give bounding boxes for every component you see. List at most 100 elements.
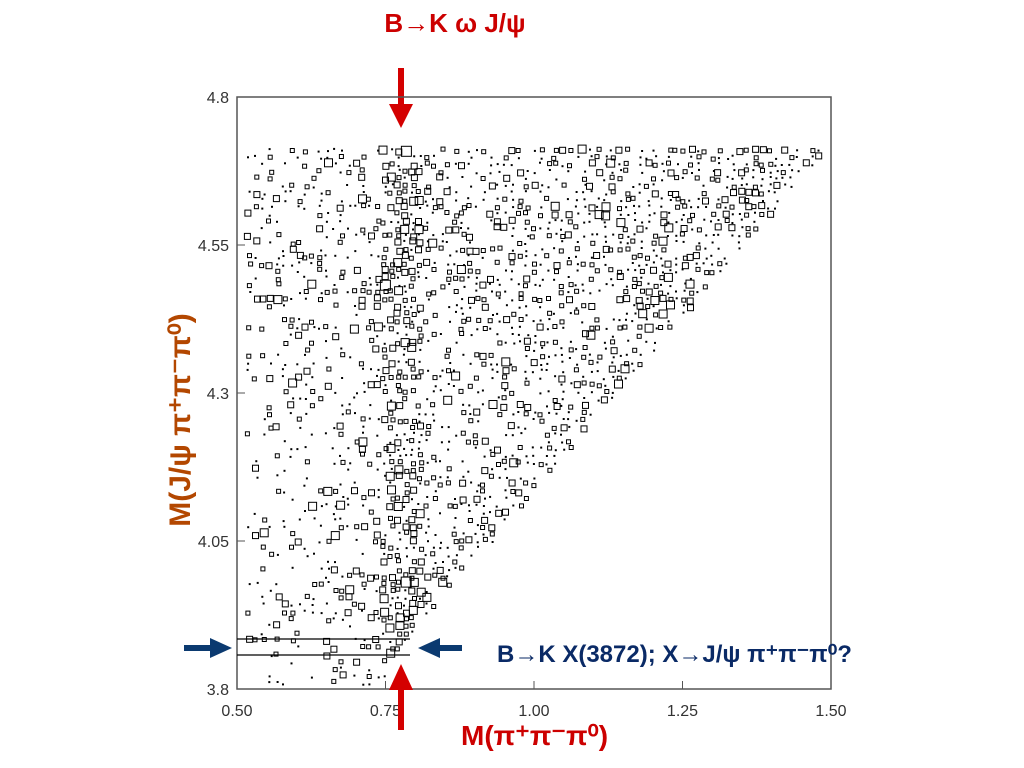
event-box <box>326 503 328 505</box>
event-box <box>746 227 750 231</box>
event-box <box>392 597 394 599</box>
event-box <box>618 163 620 165</box>
event-box <box>482 403 484 405</box>
event-box <box>425 161 429 165</box>
event-box <box>354 160 360 166</box>
event-box <box>574 382 580 388</box>
event-box <box>578 145 586 153</box>
event-box <box>290 318 294 322</box>
event-box <box>362 155 366 159</box>
event-box <box>406 439 408 441</box>
event-box <box>633 304 635 306</box>
event-box <box>591 155 593 157</box>
event-box <box>582 304 586 308</box>
event-box <box>385 186 387 188</box>
event-box <box>627 214 629 216</box>
event-box <box>411 469 415 473</box>
event-box <box>282 250 284 252</box>
event-box <box>469 297 475 303</box>
event-box <box>546 463 548 465</box>
event-box <box>554 161 558 165</box>
event-box <box>727 176 729 178</box>
event-box <box>268 155 272 159</box>
event-box <box>437 567 443 573</box>
event-box <box>267 295 273 301</box>
event-box <box>746 189 752 195</box>
event-box <box>405 361 407 363</box>
event-box <box>275 583 277 585</box>
event-box <box>483 513 485 515</box>
event-box <box>403 397 407 401</box>
event-box <box>253 465 259 471</box>
event-box <box>374 303 380 309</box>
event-box <box>457 266 465 274</box>
event-box <box>418 448 420 450</box>
event-box <box>471 334 473 336</box>
event-box <box>576 364 578 366</box>
event-box <box>426 603 428 605</box>
event-box <box>412 229 414 231</box>
event-box <box>703 185 705 187</box>
event-box <box>283 492 285 494</box>
event-box <box>646 264 648 266</box>
event-box <box>482 362 486 366</box>
event-box <box>474 441 478 445</box>
event-box <box>627 236 629 238</box>
event-box <box>583 346 587 350</box>
event-box <box>535 254 537 256</box>
event-box <box>410 339 416 345</box>
event-box <box>665 261 671 267</box>
event-box <box>282 368 284 370</box>
event-box <box>340 667 342 669</box>
event-box <box>681 200 685 204</box>
event-box <box>341 234 345 238</box>
event-box <box>413 222 415 224</box>
event-box <box>627 269 629 271</box>
event-box <box>452 532 456 536</box>
event-box <box>724 258 726 260</box>
event-box <box>328 581 330 583</box>
event-box <box>446 241 448 243</box>
event-box <box>562 398 564 400</box>
event-box <box>752 205 756 209</box>
event-box <box>525 220 529 224</box>
event-box <box>555 179 557 181</box>
event-box <box>604 342 606 344</box>
event-box <box>354 250 356 252</box>
event-box <box>676 240 678 242</box>
event-box <box>411 277 415 281</box>
event-box <box>397 234 401 238</box>
event-box <box>691 213 695 217</box>
event-box <box>341 150 343 152</box>
event-box <box>449 321 451 323</box>
event-box <box>362 368 364 370</box>
event-box <box>559 376 565 382</box>
event-box <box>719 270 721 272</box>
event-box <box>267 406 271 410</box>
event-box <box>268 177 272 181</box>
event-box <box>541 248 543 250</box>
event-box <box>417 271 419 273</box>
event-box <box>505 342 507 344</box>
event-box <box>459 211 463 215</box>
event-box <box>624 290 628 294</box>
event-box <box>568 276 570 278</box>
event-box <box>368 462 372 466</box>
event-box <box>598 198 600 200</box>
event-box <box>517 411 519 413</box>
event-box <box>395 554 399 558</box>
event-box <box>383 659 387 663</box>
event-box <box>560 304 564 308</box>
event-box <box>269 241 271 243</box>
event-box <box>382 417 388 423</box>
event-box <box>718 199 720 201</box>
event-box <box>432 212 434 214</box>
event-box <box>613 356 615 358</box>
event-box <box>362 185 364 187</box>
event-box <box>662 265 664 267</box>
event-box <box>739 188 745 194</box>
event-box <box>425 532 427 534</box>
event-box <box>775 158 777 160</box>
event-box <box>565 232 571 238</box>
event-box <box>560 434 562 436</box>
